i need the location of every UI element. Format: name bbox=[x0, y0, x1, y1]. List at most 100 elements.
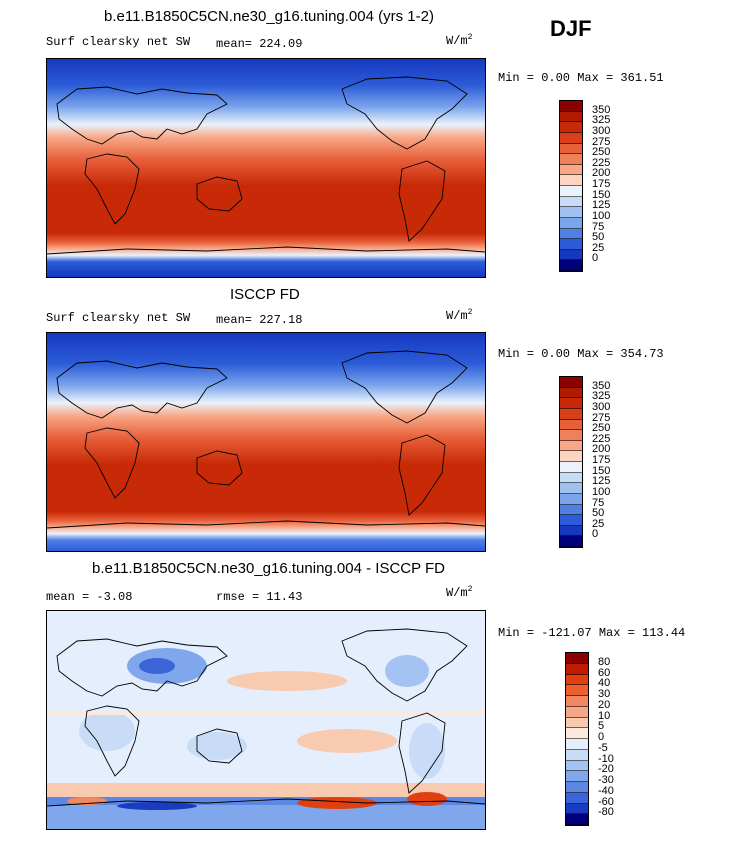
panel-3-colorbar-swatch bbox=[566, 696, 588, 707]
panel-2-colorbar-tick-label: 150 bbox=[592, 464, 611, 477]
panel-1-mean-label: mean= 224.09 bbox=[216, 37, 303, 51]
panel-2-colorbar-swatch bbox=[560, 515, 582, 526]
panel-1-colorbar-swatch bbox=[560, 217, 582, 229]
panel-3-colorbar-tick-label: -60 bbox=[598, 795, 614, 808]
panel-3-units-exp: 2 bbox=[467, 585, 473, 594]
panel-1-colorbar-swatch bbox=[560, 239, 582, 250]
panel-1-colorbar-swatch bbox=[560, 207, 582, 218]
panel-3-map bbox=[46, 610, 486, 830]
panel-1-colorbar-tick-label: 50 bbox=[592, 231, 605, 244]
panel-3-colorbar-swatch bbox=[566, 653, 588, 664]
panel-2-minmax: Min = 0.00 Max = 354.73 bbox=[498, 347, 664, 361]
panel-1-colorbar-swatch bbox=[560, 228, 582, 240]
panel-1-colorbar-swatch bbox=[560, 143, 582, 155]
panel-3-colorbar-swatch bbox=[566, 803, 588, 815]
panel-2-colorbar-tick-label: 325 bbox=[592, 390, 611, 403]
panel-2-colorbar-tick-label: 200 bbox=[592, 443, 611, 456]
panel-1-colorbar-swatch bbox=[560, 175, 582, 186]
panel-2-title: ISCCP FD bbox=[230, 286, 300, 303]
panel-3-colorbar-swatch bbox=[566, 685, 588, 696]
panel-2-colorbar-tick-label: 75 bbox=[592, 496, 605, 509]
panel-2-colorbar-swatch bbox=[560, 483, 582, 494]
panel-1-colorbar-tick-label: 200 bbox=[592, 167, 611, 180]
panel-2-colorbar-swatch bbox=[560, 536, 582, 547]
panel-1-units-base: W/m bbox=[446, 34, 468, 48]
panel-1-colorbar-tick-label: 100 bbox=[592, 209, 611, 222]
panel-2-field bbox=[47, 333, 485, 551]
panel-1-map bbox=[46, 58, 486, 278]
panel-2-colorbar-tick-label: 125 bbox=[592, 475, 611, 488]
panel-3-colorbar-tick-label: 20 bbox=[598, 698, 611, 711]
panel-3-colorbar-swatch bbox=[566, 792, 588, 804]
panel-1-colorbar-tick-label: 225 bbox=[592, 156, 611, 169]
panel-3-colorbar-swatch bbox=[566, 663, 588, 675]
panel-2-colorbar-tick-label: 225 bbox=[592, 432, 611, 445]
panel-3-colorbar-tick-label: 40 bbox=[598, 677, 611, 690]
panel-1-coastlines bbox=[47, 76, 485, 255]
panel-3-colorbar-tick-label: -10 bbox=[598, 752, 614, 765]
panel-2-colorbar-swatch bbox=[560, 377, 582, 388]
panel-1-colorbar bbox=[559, 100, 583, 272]
panel-3-colorbar-tick-label: -5 bbox=[598, 741, 608, 754]
panel-3-colorbar-swatch bbox=[566, 782, 588, 793]
panel-1-colorbar-tick-label: 325 bbox=[592, 114, 611, 127]
panel-2-colorbar-swatch bbox=[560, 398, 582, 409]
panel-3-colorbar-tick-label: 30 bbox=[598, 688, 611, 700]
panel-1-colorbar-swatch bbox=[560, 249, 582, 261]
panel-2-colorbar-tick-label: 250 bbox=[592, 422, 611, 435]
panel-1-colorbar-swatch bbox=[560, 154, 582, 165]
panel-2-colorbar-tick-label: 0 bbox=[592, 528, 599, 541]
panel-3-rmse-label: rmse = 11.43 bbox=[216, 590, 303, 604]
panel-3-colorbar-swatch bbox=[566, 706, 588, 718]
panel-2-colorbar-tick-label: 50 bbox=[592, 507, 605, 520]
panel-3-anomalies bbox=[47, 648, 485, 829]
panel-3-colorbar-swatch bbox=[566, 749, 588, 761]
panel-3-units: W/m2 bbox=[446, 585, 472, 600]
panel-3-colorbar-tick-label: 80 bbox=[598, 655, 611, 668]
panel-2-variable-label: Surf clearsky net SW bbox=[46, 311, 191, 325]
panel-2-colorbar-swatch bbox=[560, 493, 582, 505]
panel-2-colorbar-tick-label: 100 bbox=[592, 485, 611, 498]
panel-1-colorbar-tick-label: 125 bbox=[592, 199, 611, 212]
panel-1-units: W/m2 bbox=[446, 33, 472, 48]
panel-3-colorbar-swatch bbox=[566, 717, 588, 729]
panel-2-colorbar-tick-label: 25 bbox=[592, 517, 605, 530]
panel-3-colorbar-swatch bbox=[566, 728, 588, 739]
panel-3-units-base: W/m bbox=[446, 586, 468, 600]
panel-2-colorbar-swatch bbox=[560, 387, 582, 399]
panel-3-colorbar-tick-label: 10 bbox=[598, 709, 611, 722]
panel-3-colorbar-tick-label: 5 bbox=[598, 720, 605, 733]
panel-1-colorbar-swatch bbox=[560, 111, 582, 123]
panel-1-colorbar-tick-label: 0 bbox=[592, 252, 599, 265]
panel-2-colorbar-swatch bbox=[560, 525, 582, 537]
panel-2-colorbar-swatch bbox=[560, 408, 582, 420]
panel-2-colorbar-swatch bbox=[560, 472, 582, 484]
panel-1-colorbar-tick-label: 275 bbox=[592, 135, 611, 148]
panel-2-map bbox=[46, 332, 486, 552]
panel-3-colorbar bbox=[565, 652, 589, 826]
panel-2-units: W/m2 bbox=[446, 308, 472, 323]
panel-3-mean-label: mean = -3.08 bbox=[46, 590, 133, 604]
panel-3-colorbar-swatch bbox=[566, 674, 588, 686]
panel-1-colorbar-tick-label: 300 bbox=[592, 124, 611, 137]
panel-2-colorbar-tick-label: 175 bbox=[592, 454, 611, 466]
panel-1-colorbar-swatch bbox=[560, 260, 582, 271]
panel-2-colorbar-swatch bbox=[560, 451, 582, 462]
panel-2-colorbar-swatch bbox=[560, 440, 582, 452]
panel-3-colorbar-swatch bbox=[566, 760, 588, 772]
panel-3-colorbar-tick-label: 0 bbox=[598, 731, 605, 743]
panel-3-colorbar-tick-label: -80 bbox=[598, 806, 614, 819]
panel-1-colorbar-tick-label: 175 bbox=[592, 178, 611, 190]
panel-2-colorbar-swatch bbox=[560, 462, 582, 473]
panel-1-colorbar-tick-label: 75 bbox=[592, 220, 605, 233]
panel-3-colorbar-swatch bbox=[566, 814, 588, 825]
panel-1-colorbar-tick-label: 350 bbox=[592, 103, 611, 116]
panel-2-colorbar-tick-label: 275 bbox=[592, 411, 611, 424]
panel-1-colorbar-swatch bbox=[560, 122, 582, 133]
panel-1-colorbar-swatch bbox=[560, 196, 582, 208]
panel-2-colorbar-tick-label: 350 bbox=[592, 379, 611, 392]
panel-1-colorbar-tick-label: 250 bbox=[592, 146, 611, 159]
panel-2-colorbar-swatch bbox=[560, 504, 582, 516]
panel-3-coastlines bbox=[47, 628, 485, 807]
panel-3-colorbar-tick-label: -40 bbox=[598, 784, 614, 797]
